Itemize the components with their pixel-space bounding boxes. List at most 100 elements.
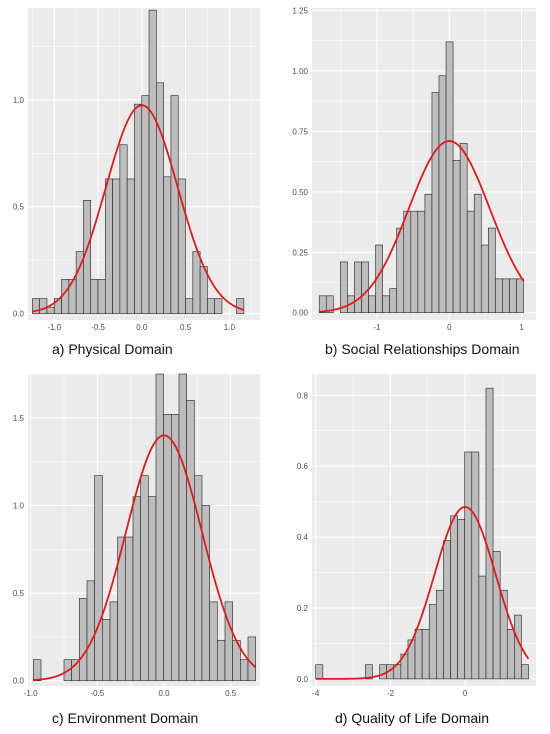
histogram-bar — [495, 278, 503, 314]
histogram-bar — [214, 298, 223, 314]
histogram-bar — [177, 178, 186, 314]
x-tick-label: -1.0 — [24, 689, 38, 698]
y-tick-label: 0.8 — [297, 391, 309, 400]
x-tick-label: 0.0 — [158, 689, 170, 698]
histogram-bar — [125, 536, 134, 682]
panel-social-relationships-domain: 0.00 0.25 0.50 0.75 1.00 1.25 -1 0 1 b) Social Re… — [292, 6, 536, 357]
y-tick-label: 1.25 — [292, 6, 308, 15]
panel-quality-of-life-domain: 0.0 0.2 0.4 0.6 0.8 -4 -2 0 d) Quality of Life D… — [297, 374, 536, 726]
y-tick-label: 0.75 — [292, 127, 308, 136]
y-tick-label: 0.5 — [13, 203, 25, 212]
histogram-bar — [424, 193, 433, 314]
y-tick-label: 1.00 — [292, 67, 308, 76]
histogram-bar — [417, 210, 426, 314]
histogram-bar — [236, 298, 245, 314]
histogram-bar — [473, 193, 482, 314]
histogram-bar — [132, 496, 141, 682]
histogram-bar — [452, 160, 461, 314]
histogram-bar — [170, 95, 179, 314]
histogram-bar — [382, 295, 390, 314]
histogram-bar — [178, 373, 187, 682]
y-tick-label: 0.25 — [292, 248, 308, 257]
histogram-bar — [480, 244, 489, 314]
histogram-bar — [201, 505, 210, 682]
histogram-bar — [428, 604, 437, 680]
density-curve — [32, 104, 245, 313]
y-tick-label: 0.0 — [13, 677, 25, 686]
histogram-bar — [421, 628, 430, 680]
histogram-bar — [240, 659, 249, 682]
x-tick-label: -0.5 — [91, 323, 105, 332]
histogram-bar — [365, 664, 373, 680]
histogram-bar — [86, 580, 95, 682]
x-tick-label: -0.5 — [90, 689, 104, 698]
histogram-bar — [94, 475, 103, 682]
histogram-bar — [354, 261, 362, 314]
histogram-bar — [340, 261, 348, 314]
histogram-bar — [436, 589, 444, 680]
x-tick-label: -4 — [312, 689, 320, 698]
y-tick-label: 0.5 — [13, 589, 25, 598]
x-tick-label: 0.5 — [225, 689, 237, 698]
histogram-bar — [156, 82, 164, 314]
histogram-bar — [186, 399, 195, 682]
y-tick-label: 0.0 — [13, 310, 25, 319]
histogram-bar — [438, 75, 447, 314]
density-curve — [319, 140, 525, 313]
histogram-bar — [414, 628, 423, 680]
x-tick-label: 0 — [447, 323, 452, 332]
histogram-bar — [445, 41, 454, 314]
panel-caption: c) Environment Domain — [52, 710, 198, 726]
histogram-bar — [102, 619, 111, 682]
histogram-bar — [459, 143, 468, 314]
histogram-bar — [485, 387, 494, 680]
histogram-bar — [389, 288, 398, 314]
histogram-bar — [315, 664, 324, 680]
y-tick-label: 0.50 — [292, 188, 308, 197]
histogram-bar — [450, 515, 458, 680]
histogram-bar — [247, 636, 256, 682]
x-tick-label: 0 — [463, 689, 468, 698]
histogram-bar — [119, 144, 128, 314]
histogram-bar — [207, 298, 215, 314]
histogram-bar — [155, 373, 164, 682]
x-tick-label: -1.0 — [47, 323, 61, 332]
histogram-bar — [163, 176, 172, 314]
histogram-bar — [112, 178, 121, 314]
y-tick-label: 1.0 — [13, 96, 25, 105]
histogram-bar — [97, 279, 106, 314]
histogram-bar — [148, 496, 157, 682]
y-tick-label: 0.2 — [297, 604, 309, 613]
density-curve — [33, 434, 257, 681]
histogram-bar — [509, 278, 517, 314]
histogram-bar — [126, 178, 135, 314]
histogram-bar — [457, 519, 465, 680]
histogram-bar — [134, 103, 143, 314]
histogram-bar — [379, 664, 387, 680]
histogram-bar — [109, 601, 118, 682]
y-tick-label: 1.0 — [13, 501, 25, 510]
histogram-bar — [410, 210, 419, 314]
histogram-bar — [105, 178, 113, 314]
histogram-bar — [502, 278, 510, 314]
histogram-bar — [33, 659, 42, 682]
x-tick-label: 0.0 — [136, 323, 148, 332]
y-tick-label: 0.0 — [297, 675, 309, 684]
histogram-bar — [140, 475, 149, 682]
histogram-bar — [443, 540, 451, 680]
x-tick-label: 0.5 — [180, 323, 192, 332]
histogram-bar — [516, 278, 524, 314]
histogram-bar — [185, 298, 194, 314]
panel-caption: d) Quality of Life Domain — [335, 710, 489, 726]
histogram-bar — [471, 451, 480, 680]
histogram-bar — [217, 640, 226, 682]
x-tick-label: 1.0 — [224, 323, 236, 332]
histogram-bar — [148, 9, 157, 314]
histogram-bar — [141, 95, 150, 314]
panel-caption: b) Social Relationships Domain — [325, 341, 520, 357]
histogram-bar — [79, 598, 88, 682]
histogram-bar — [361, 261, 369, 314]
histogram-bar — [163, 414, 172, 682]
histogram-bar — [171, 414, 180, 682]
